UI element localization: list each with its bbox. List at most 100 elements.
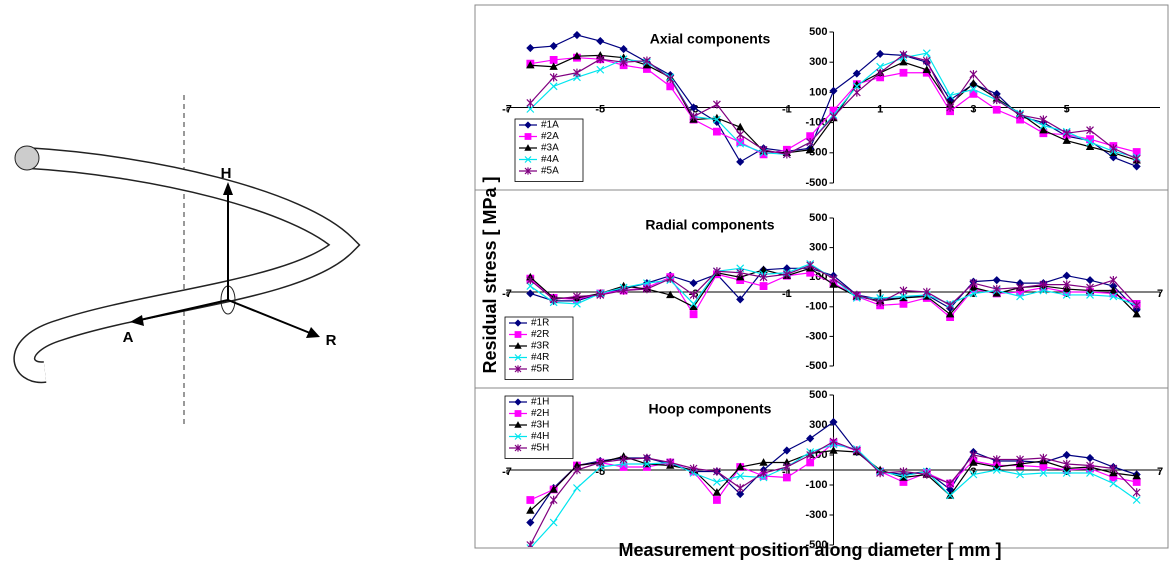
- marker: [829, 112, 838, 121]
- marker: [876, 62, 885, 71]
- marker: [1132, 478, 1141, 486]
- marker: [549, 62, 558, 70]
- marker: [946, 479, 955, 488]
- marker: [899, 68, 908, 77]
- marker: [852, 446, 861, 455]
- y-tick-label: 300: [809, 56, 827, 68]
- marker: [514, 444, 522, 452]
- marker: [573, 299, 581, 308]
- marker: [1062, 459, 1071, 469]
- y-tick-label: 500: [809, 212, 827, 224]
- marker: [1039, 115, 1048, 124]
- marker: [1086, 291, 1094, 299]
- marker: [549, 73, 558, 82]
- marker: [689, 299, 698, 308]
- marker: [1039, 121, 1048, 130]
- marker: [514, 354, 522, 361]
- marker: [969, 85, 978, 94]
- chart-panel: 500300100-100-300-500-7-5-3-11357Radial …: [502, 212, 1163, 380]
- marker: [526, 544, 535, 547]
- marker: [1132, 488, 1141, 497]
- marker: [526, 496, 535, 504]
- wire-end: [14, 145, 40, 171]
- a-arrow-head: [130, 315, 144, 326]
- marker: [514, 319, 522, 327]
- marker: [1062, 271, 1071, 280]
- marker: [549, 41, 558, 51]
- x-tick-label: 7: [1157, 466, 1163, 478]
- marker: [549, 518, 558, 527]
- x-axis-label: Measurement position along diameter [ mm…: [618, 540, 1001, 560]
- legend-label: #5R: [531, 364, 549, 375]
- marker: [946, 301, 955, 310]
- marker: [969, 450, 978, 460]
- marker: [1016, 455, 1024, 464]
- marker: [524, 133, 532, 140]
- x-tick-label: 3: [970, 103, 976, 115]
- marker: [1039, 125, 1048, 134]
- marker: [736, 157, 745, 166]
- marker: [526, 506, 535, 514]
- marker: [1132, 471, 1141, 480]
- marker: [899, 286, 908, 295]
- marker: [899, 467, 908, 476]
- marker: [969, 278, 978, 288]
- x-tick-label: -7: [502, 466, 512, 478]
- marker: [526, 518, 535, 527]
- marker: [712, 100, 721, 109]
- marker: [876, 468, 885, 478]
- marker: [1039, 453, 1048, 463]
- marker: [852, 69, 861, 78]
- chart-title: Axial components: [650, 31, 771, 47]
- x-tick-label: 5: [1064, 103, 1070, 115]
- marker: [736, 122, 745, 131]
- marker: [643, 56, 651, 65]
- marker: [759, 265, 768, 273]
- marker: [1039, 469, 1048, 477]
- marker: [1086, 461, 1094, 470]
- marker: [805, 145, 815, 153]
- r-label: R: [326, 332, 337, 349]
- x-tick-label: -7: [502, 288, 512, 300]
- plot-area: [526, 30, 1141, 171]
- marker: [992, 455, 1001, 464]
- marker: [899, 57, 908, 66]
- legend-label: #3R: [531, 341, 549, 352]
- marker: [969, 470, 978, 479]
- marker: [736, 268, 745, 277]
- marker: [876, 298, 885, 307]
- marker: [806, 138, 815, 147]
- y-tick-label: -300: [805, 509, 827, 521]
- marker: [712, 467, 721, 476]
- spring-diagram: H A R: [13, 95, 361, 425]
- marker: [514, 342, 522, 349]
- marker: [922, 56, 931, 65]
- marker: [782, 150, 791, 159]
- x-tick-label: 1: [877, 103, 883, 115]
- marker: [1109, 286, 1118, 294]
- h-arrow-head: [223, 182, 233, 195]
- wire-body: [14, 148, 359, 382]
- marker: [1086, 469, 1094, 477]
- plot-area: [526, 417, 1141, 547]
- marker: [852, 290, 861, 300]
- x-tick-label: -1: [782, 288, 792, 300]
- marker: [922, 65, 931, 73]
- marker: [596, 290, 605, 300]
- marker: [1132, 496, 1141, 504]
- marker: [1016, 470, 1024, 479]
- marker: [969, 458, 978, 466]
- marker: [524, 121, 532, 129]
- marker: [922, 49, 931, 58]
- marker: [1132, 309, 1141, 318]
- marker: [572, 51, 582, 60]
- marker: [992, 466, 1001, 474]
- x-tick-label: -1: [782, 466, 792, 478]
- y-tick-label: -500: [805, 177, 827, 189]
- marker: [782, 462, 791, 472]
- y-tick-label: -300: [805, 330, 827, 342]
- marker: [689, 290, 698, 300]
- marker: [1062, 280, 1071, 289]
